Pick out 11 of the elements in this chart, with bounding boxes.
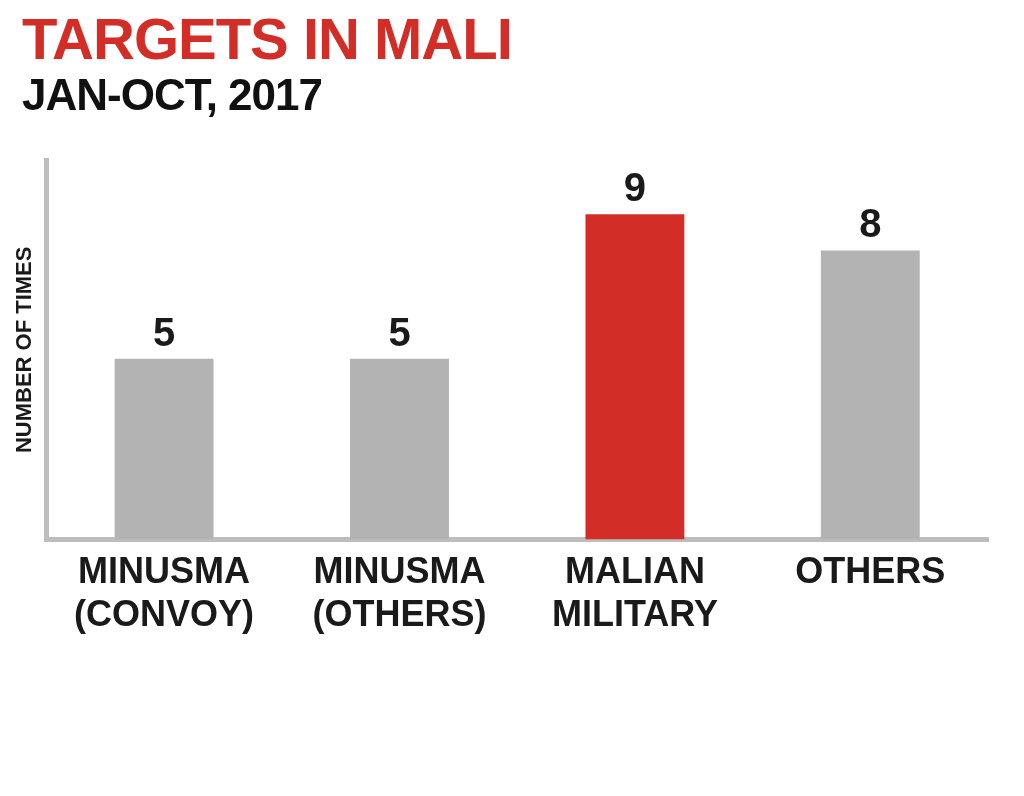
data-label: 5 <box>388 309 411 354</box>
chart-title: TARGETS IN MALI <box>22 6 513 71</box>
data-label: 5 <box>152 309 176 354</box>
x-tick-label: MINUSMA (OTHERS) <box>312 550 487 635</box>
x-tick-label: OTHERS <box>795 550 946 592</box>
chart-subtitle: JAN-OCT, 2017 <box>22 70 323 120</box>
data-label: 8 <box>859 201 882 246</box>
data-label: 9 <box>623 165 647 210</box>
x-tick-label: MINUSMA (CONVOY) <box>74 550 255 635</box>
y-axis-title: NUMBER OF TIMES <box>11 246 37 454</box>
x-tick-label: MALIAN MILITARY <box>551 550 718 635</box>
